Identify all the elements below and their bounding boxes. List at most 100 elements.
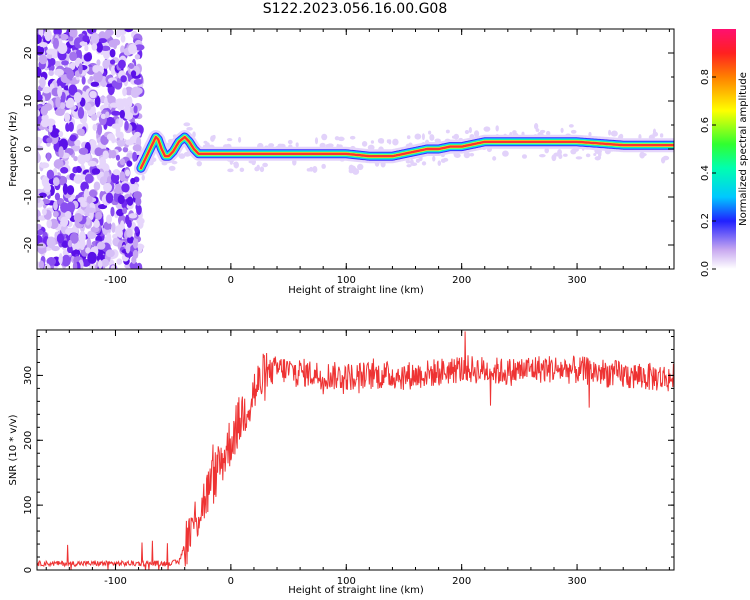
noise-speckle: [77, 153, 87, 165]
noise-speckle: [48, 70, 54, 77]
noise-speckle: [77, 106, 85, 119]
noise-speckle: [37, 109, 41, 117]
faint-speckle: [141, 174, 145, 181]
colorbar-tick-label: 0.2: [700, 213, 711, 229]
noise-speckle: [122, 146, 129, 153]
noise-speckle: [92, 64, 100, 73]
noise-speckle: [128, 183, 136, 193]
faint-speckle: [361, 141, 368, 147]
noise-speckle: [124, 29, 134, 33]
faint-speckle: [196, 161, 202, 167]
snr-plot: [37, 331, 674, 570]
noise-speckle: [68, 84, 78, 96]
noise-speckle: [74, 139, 81, 147]
faint-speckle: [295, 142, 299, 148]
noise-speckle: [46, 137, 53, 144]
noise-speckle: [41, 208, 47, 216]
noise-speckle: [46, 169, 55, 180]
noise-speckle: [96, 241, 106, 250]
noise-speckle: [134, 54, 141, 60]
noise-speckle: [137, 219, 144, 229]
noise-speckle: [40, 105, 49, 116]
noise-speckle: [109, 59, 116, 65]
noise-speckle: [105, 192, 114, 204]
noise-speckle: [124, 111, 134, 120]
noise-speckle: [91, 113, 98, 121]
noise-speckle: [73, 91, 82, 104]
faint-speckle: [183, 122, 191, 127]
bottom-plot-frame: [36, 329, 675, 571]
noise-speckle: [87, 251, 97, 264]
noise-speckle: [67, 97, 75, 108]
noise-speckle: [54, 108, 65, 116]
noise-speckle: [122, 87, 127, 97]
noise-speckle: [78, 147, 89, 155]
y-tick-label: 20: [23, 47, 34, 60]
noise-speckle: [37, 66, 42, 78]
faint-speckle: [405, 160, 411, 164]
noise-speckle: [46, 219, 52, 229]
noise-speckle: [58, 146, 64, 159]
faint-speckle: [535, 128, 540, 132]
faint-speckle: [254, 166, 260, 172]
noise-speckle: [94, 95, 101, 108]
noise-speckle: [105, 249, 115, 258]
noise-speckle: [78, 63, 83, 75]
noise-speckle: [90, 32, 100, 45]
colorbar-tick-label: 0.8: [700, 69, 711, 85]
noise-speckle: [37, 145, 44, 152]
noise-speckle: [64, 112, 71, 123]
faint-speckle: [521, 154, 528, 159]
noise-speckle: [117, 228, 123, 239]
noise-speckle: [133, 78, 143, 85]
noise-speckle: [77, 128, 85, 136]
noise-speckle: [126, 228, 133, 238]
noise-speckle: [66, 245, 73, 254]
faint-speckle: [321, 133, 328, 141]
noise-speckle: [56, 233, 65, 244]
faint-speckle: [468, 127, 472, 134]
y-tick-label: 200: [23, 431, 34, 450]
faint-speckle: [233, 161, 239, 169]
noise-speckle: [60, 167, 69, 174]
faint-speckle: [406, 135, 411, 140]
noise-speckle: [102, 150, 109, 160]
noise-speckle: [69, 51, 78, 62]
y-tick-label: 0: [23, 567, 34, 573]
noise-speckle: [101, 258, 110, 267]
noise-speckle: [58, 33, 69, 41]
faint-speckle: [268, 143, 275, 148]
noise-speckle: [59, 102, 66, 110]
noise-speckle: [50, 128, 60, 138]
noise-speckle: [67, 239, 73, 248]
noise-speckle: [97, 203, 108, 210]
faint-speckle: [538, 154, 546, 158]
x-tick-label: 300: [568, 576, 587, 587]
noise-speckle: [128, 213, 138, 219]
noise-speckle: [54, 192, 61, 201]
x-tick-label: 300: [568, 275, 587, 286]
spectrogram-plot: [37, 29, 674, 269]
faint-speckle: [262, 162, 268, 168]
noise-speckle: [93, 219, 100, 228]
noise-speckle: [60, 216, 69, 227]
noise-speckle: [53, 159, 64, 169]
x-tick-label: -100: [104, 275, 127, 286]
noise-speckle: [131, 256, 137, 264]
noise-speckle: [79, 231, 86, 243]
noise-speckle: [133, 191, 142, 199]
bottom-x-axis-label: Height of straight line (km): [288, 585, 424, 596]
faint-speckle: [570, 148, 577, 155]
noise-speckle: [57, 38, 63, 51]
noise-speckle: [76, 166, 82, 173]
noise-speckle: [125, 139, 135, 146]
colorbar-tick-label: 0.0: [700, 261, 711, 277]
noise-speckle: [132, 151, 138, 162]
noise-speckle: [90, 81, 100, 87]
faint-speckle: [610, 130, 618, 137]
noise-speckle: [44, 29, 52, 42]
x-tick-label: -100: [104, 576, 127, 587]
faint-speckle: [533, 123, 539, 130]
noise-speckle: [134, 226, 140, 234]
